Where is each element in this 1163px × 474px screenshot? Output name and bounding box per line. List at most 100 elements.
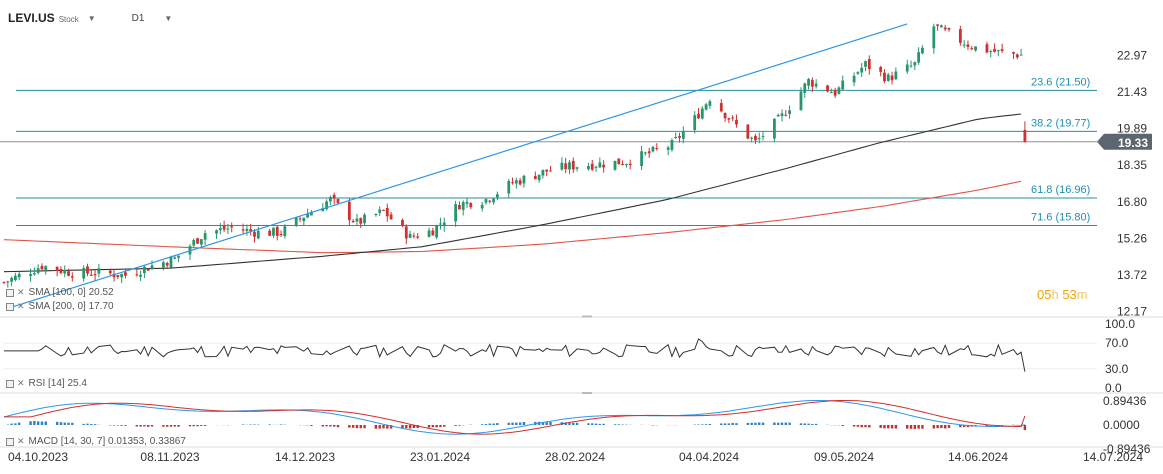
candle-body: [909, 65, 913, 67]
candle-body: [108, 270, 112, 274]
macd-histogram-bar: [591, 423, 594, 425]
sma100-line: [3, 113, 1022, 273]
candle-body: [256, 230, 260, 239]
macd-histogram-bar: [268, 424, 271, 425]
candle-body: [568, 162, 571, 170]
candle-body: [177, 255, 180, 258]
macd-histogram-bar: [359, 425, 362, 429]
macd-histogram-bar: [784, 422, 787, 425]
candle-body: [310, 212, 313, 216]
candle-body: [932, 26, 936, 49]
candle-body: [1000, 49, 1004, 51]
candle-body: [533, 176, 537, 180]
candle-body: [321, 208, 325, 212]
candle-body: [347, 201, 351, 221]
macd-histogram-bar: [484, 424, 488, 425]
macd-histogram-bar: [704, 424, 708, 425]
settings-box-icon[interactable]: [6, 379, 14, 388]
macd-histogram-bar: [325, 425, 328, 427]
macd-histogram-bar: [985, 425, 989, 427]
macd-histogram-bar: [727, 423, 731, 425]
settings-box-icon[interactable]: [6, 437, 14, 446]
candle-body: [518, 180, 522, 185]
candle-body: [279, 234, 283, 236]
candle-body: [484, 199, 488, 203]
candle-body: [401, 219, 404, 226]
candle-body: [203, 233, 207, 240]
countdown-hours-unit: h: [1051, 287, 1059, 302]
macd-legend[interactable]: ✕ MACD [14, 30, 7] 0.01353, 0.33867: [6, 436, 186, 447]
candle-body: [693, 115, 697, 130]
candle-body: [621, 164, 625, 166]
macd-histogram-bar: [947, 425, 951, 428]
candle-body: [351, 220, 355, 223]
candle-body: [962, 44, 966, 46]
candle-body: [458, 205, 461, 210]
sma200-legend-text: SMA [200, 0] 17.70: [28, 301, 114, 312]
rsi-legend-text: RSI [14] 25.4: [28, 378, 87, 389]
candle-body: [408, 233, 412, 238]
candle-body: [150, 265, 154, 270]
candle-body: [488, 200, 492, 202]
macd-histogram-bar: [492, 423, 495, 425]
candle-body: [1015, 54, 1019, 58]
symbol-dropdown-icon[interactable]: ▼: [87, 13, 96, 23]
macd-histogram-bar: [253, 424, 256, 425]
chart-header: LEVI.US Stock ▼ D1 ▼: [8, 9, 172, 27]
macd-histogram-bar: [279, 424, 283, 425]
candle-body: [784, 114, 788, 116]
candle-body: [44, 266, 48, 271]
candle-body: [169, 256, 173, 268]
candle-body: [336, 199, 340, 203]
candle-body: [985, 44, 989, 53]
macd-histogram-bar: [803, 423, 806, 425]
close-icon[interactable]: ✕: [17, 378, 25, 388]
x-tick-label: 14.12.2023: [275, 450, 335, 464]
macd-histogram-bar: [249, 424, 252, 425]
candle-body: [454, 204, 458, 222]
macd-histogram-bar: [811, 424, 814, 425]
candle-body: [575, 167, 579, 169]
timeframe-dropdown-icon[interactable]: ▼: [164, 13, 173, 23]
candle-body: [996, 50, 1000, 52]
candle-body: [890, 75, 894, 81]
macd-histogram-bar: [351, 425, 355, 428]
rsi-legend[interactable]: ✕ RSI [14] 25.4: [6, 378, 87, 389]
macd-histogram-bar: [321, 425, 324, 427]
macd-histogram-bar: [378, 425, 381, 429]
sma200-legend[interactable]: ✕ SMA [200, 0] 17.70: [6, 301, 114, 312]
macd-histogram-bar: [518, 422, 522, 425]
macd-histogram-bar: [435, 425, 438, 428]
close-icon[interactable]: ✕: [17, 436, 25, 446]
settings-box-icon[interactable]: [6, 288, 14, 297]
candle-body: [294, 217, 298, 226]
candle-body: [93, 274, 97, 276]
rsi-y-tick-label: 70.0: [1105, 336, 1129, 350]
symbol-label[interactable]: LEVI.US: [8, 11, 55, 25]
fib-level-label: 61.8 (16.96): [1031, 184, 1090, 196]
timeframe-label[interactable]: D1: [131, 12, 145, 24]
countdown-hours: 05: [1037, 287, 1052, 302]
pane-resize-handle: [582, 392, 592, 394]
macd-histogram-bar: [86, 423, 89, 425]
candle-body: [966, 44, 970, 47]
candle-body: [13, 275, 17, 281]
candle-body: [655, 147, 659, 149]
settings-box-icon[interactable]: [6, 302, 14, 311]
macd-histogram-bar: [192, 425, 195, 427]
candle-body: [826, 85, 829, 92]
close-icon[interactable]: ✕: [17, 301, 25, 311]
candle-body: [643, 152, 647, 154]
instrument-type: Stock: [58, 14, 79, 24]
macd-histogram-bar: [697, 424, 700, 425]
candle-body: [10, 278, 13, 282]
macd-line: [3, 400, 1026, 435]
macd-histogram-bar: [940, 425, 943, 429]
candle-body: [894, 71, 898, 80]
close-icon[interactable]: ✕: [17, 287, 25, 297]
y-tick-label: 12.17: [1117, 305, 1147, 319]
candle-body: [355, 218, 359, 222]
macd-histogram-bar: [617, 424, 621, 425]
sma100-legend[interactable]: ✕ SMA [100, 0] 20.52: [6, 287, 114, 298]
